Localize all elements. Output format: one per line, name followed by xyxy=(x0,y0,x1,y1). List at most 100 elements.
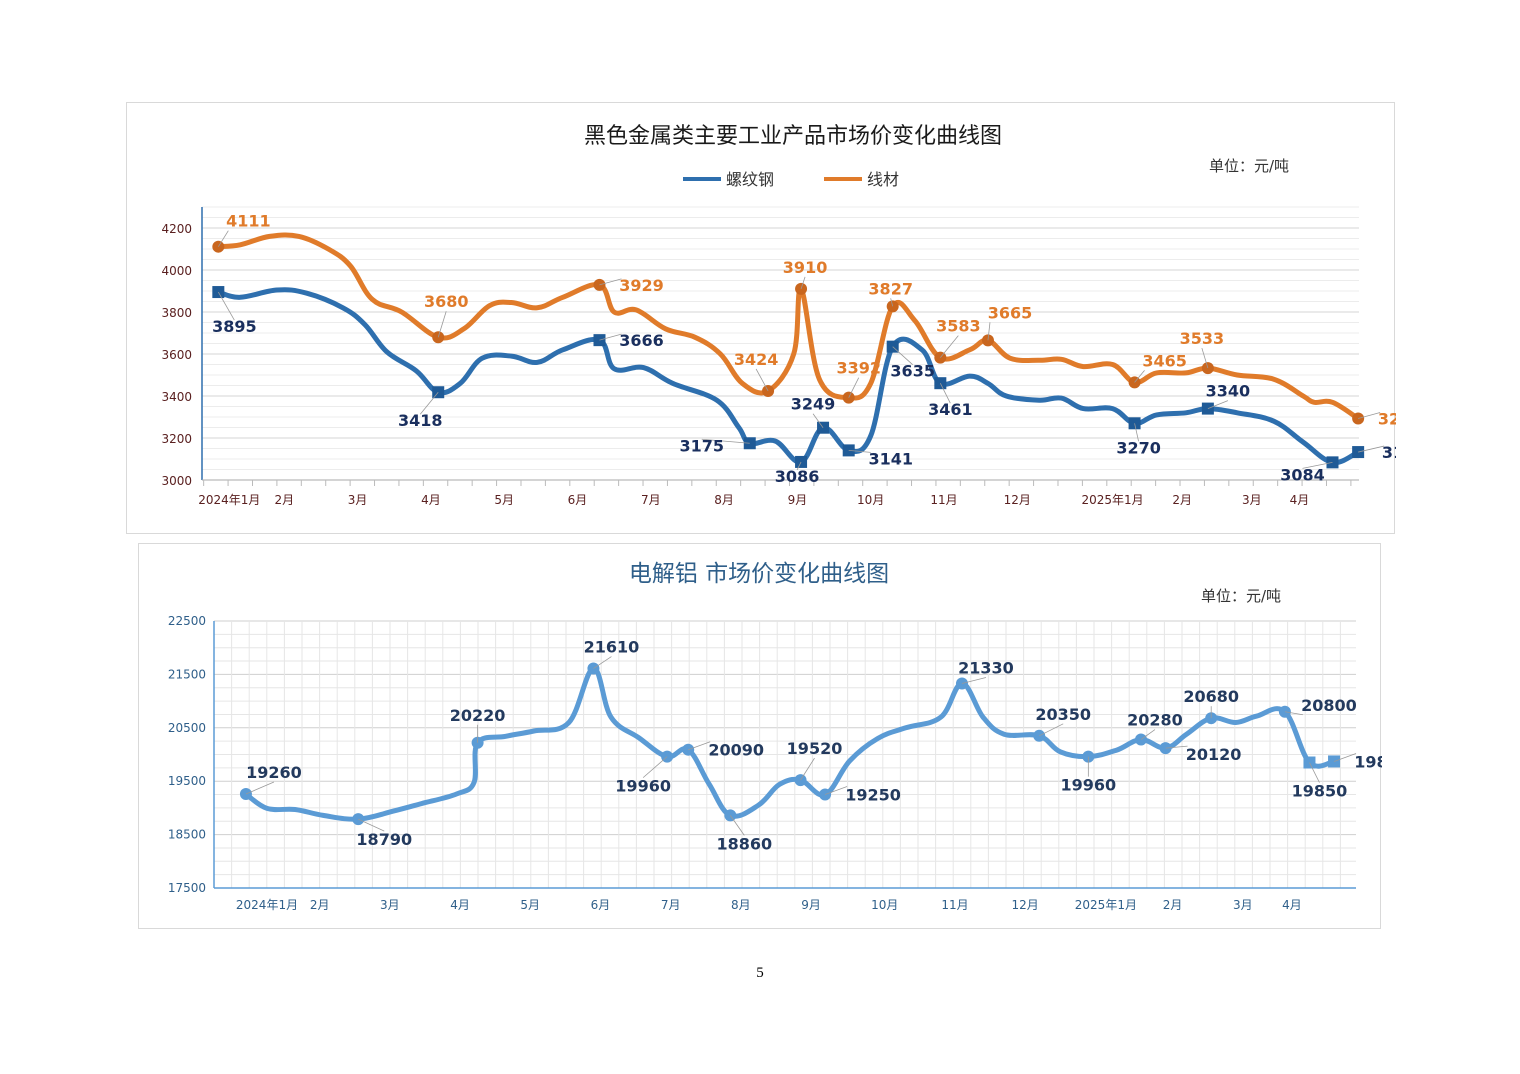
x-tick-label: 8月 xyxy=(714,493,734,507)
unit-label: 单位：元/吨 xyxy=(1209,157,1289,175)
data-label: 20280 xyxy=(1127,711,1183,730)
y-tick-label: 4000 xyxy=(161,264,192,278)
data-label-leader xyxy=(729,815,745,836)
data-label-leader xyxy=(1284,711,1303,716)
data-label-leader xyxy=(961,677,987,684)
steel-chart-panel: 黑色金属类主要工业产品市场价变化曲线图 单位：元/吨 螺纹钢 线材 3000 3200 34… xyxy=(126,102,1396,534)
x-tick-label: 2月 xyxy=(274,493,294,507)
data-label: 20090 xyxy=(708,741,764,760)
data-label: 19960 xyxy=(615,777,671,796)
data-label: 3293 xyxy=(1378,409,1396,428)
data-point-marker xyxy=(212,286,225,299)
data-point-marker xyxy=(1033,729,1046,742)
chart-title: 电解铝 市场价变化曲线图 xyxy=(629,561,889,587)
data-label-leader xyxy=(701,438,750,444)
data-label-leader xyxy=(1134,370,1145,383)
data-label-leader xyxy=(939,383,951,404)
data-label-leader xyxy=(890,298,894,307)
x-tick-label: 3月 xyxy=(348,493,368,507)
data-label: 21330 xyxy=(958,658,1014,677)
data-label: 3635 xyxy=(890,362,935,381)
x-tick-label: 6月 xyxy=(591,898,611,912)
data-label: 3929 xyxy=(619,276,664,295)
x-tick-label: 4月 xyxy=(421,493,441,507)
data-label-leader xyxy=(1358,445,1385,453)
data-label: 3680 xyxy=(424,292,469,311)
data-label: 19250 xyxy=(845,786,901,805)
data-label: 3666 xyxy=(619,331,664,350)
data-label-leader xyxy=(812,413,824,428)
data-label: 3084 xyxy=(1280,465,1325,484)
data-label-leader xyxy=(1302,461,1333,469)
data-label: 3249 xyxy=(791,395,836,414)
data-label: 19260 xyxy=(246,763,302,782)
x-tick-label: 2月 xyxy=(1163,898,1183,912)
x-tick-label: 2月 xyxy=(1172,493,1192,507)
data-point-marker xyxy=(886,300,899,313)
x-tick-label: 10月 xyxy=(857,493,884,507)
data-label-leader xyxy=(1201,347,1209,369)
data-label: 3141 xyxy=(868,449,913,468)
data-label: 20220 xyxy=(450,706,506,725)
data-point-marker xyxy=(724,809,737,822)
x-tick-label: 11月 xyxy=(930,493,957,507)
data-label: 19870 xyxy=(1354,752,1382,771)
legend-label-wire: 线材 xyxy=(867,170,899,189)
x-tick-label: 2025年1月 xyxy=(1075,898,1137,912)
data-label-leader xyxy=(217,291,235,321)
data-label: 3461 xyxy=(928,400,973,419)
data-label: 3175 xyxy=(679,436,724,455)
data-label: 21610 xyxy=(584,638,640,657)
data-label: 3827 xyxy=(868,279,913,298)
data-label-leader xyxy=(1309,762,1320,783)
data-label-leader xyxy=(1333,753,1357,762)
y-tick-label: 3400 xyxy=(161,390,192,404)
data-label-leader xyxy=(358,818,385,832)
data-point-marker xyxy=(955,677,968,690)
data-label: 3340 xyxy=(1206,382,1251,401)
data-label-leader xyxy=(848,449,871,453)
data-label: 3086 xyxy=(775,467,820,486)
x-tick-label: 10月 xyxy=(871,898,898,912)
x-tick-label: 2025年1月 xyxy=(1081,493,1143,507)
data-label-leader xyxy=(1039,723,1064,737)
data-label-leader xyxy=(1165,745,1188,749)
y-tick-label: 21500 xyxy=(168,667,206,681)
data-label: 3583 xyxy=(936,317,981,336)
y-tick-label: 3600 xyxy=(161,348,192,362)
data-label-leader xyxy=(800,757,815,781)
data-point-marker xyxy=(794,774,807,787)
x-tick-label: 7月 xyxy=(641,493,661,507)
x-tick-label: 3月 xyxy=(1242,493,1262,507)
data-label-leader xyxy=(642,756,668,778)
data-label-leader xyxy=(848,377,860,398)
y-tick-label: 19500 xyxy=(168,774,206,788)
y-tick-label: 20500 xyxy=(168,721,206,735)
data-label: 20120 xyxy=(1186,745,1242,764)
data-label: 3270 xyxy=(1116,438,1161,457)
data-label-leader xyxy=(940,335,959,358)
x-tick-label: 5月 xyxy=(494,493,514,507)
data-label: 3910 xyxy=(783,258,828,277)
data-point-marker xyxy=(1328,755,1341,768)
x-tick-label: 5月 xyxy=(520,898,540,912)
data-label-leader xyxy=(1140,729,1156,740)
x-tick-label: 3月 xyxy=(380,898,400,912)
x-tick-label: 3月 xyxy=(1233,898,1253,912)
aluminum-chart-panel: 电解铝 市场价变化曲线图 单位：元/吨 17500 18500 19500 20500 21… xyxy=(138,543,1382,929)
legend-label-rebar: 螺纹钢 xyxy=(726,170,774,189)
y-tick-label: 22500 xyxy=(168,614,206,628)
data-point-marker xyxy=(593,334,606,347)
y-tick-label: 3800 xyxy=(161,306,192,320)
data-label-leader xyxy=(796,461,802,471)
data-label: 3533 xyxy=(1180,329,1225,348)
data-point-marker xyxy=(471,736,484,749)
data-label: 19520 xyxy=(787,739,843,758)
data-label-leader xyxy=(987,322,991,341)
data-label-leader xyxy=(1207,400,1229,409)
data-label-leader xyxy=(437,311,447,338)
data-label-leader xyxy=(599,333,622,341)
x-tick-label: 12月 xyxy=(1004,493,1031,507)
